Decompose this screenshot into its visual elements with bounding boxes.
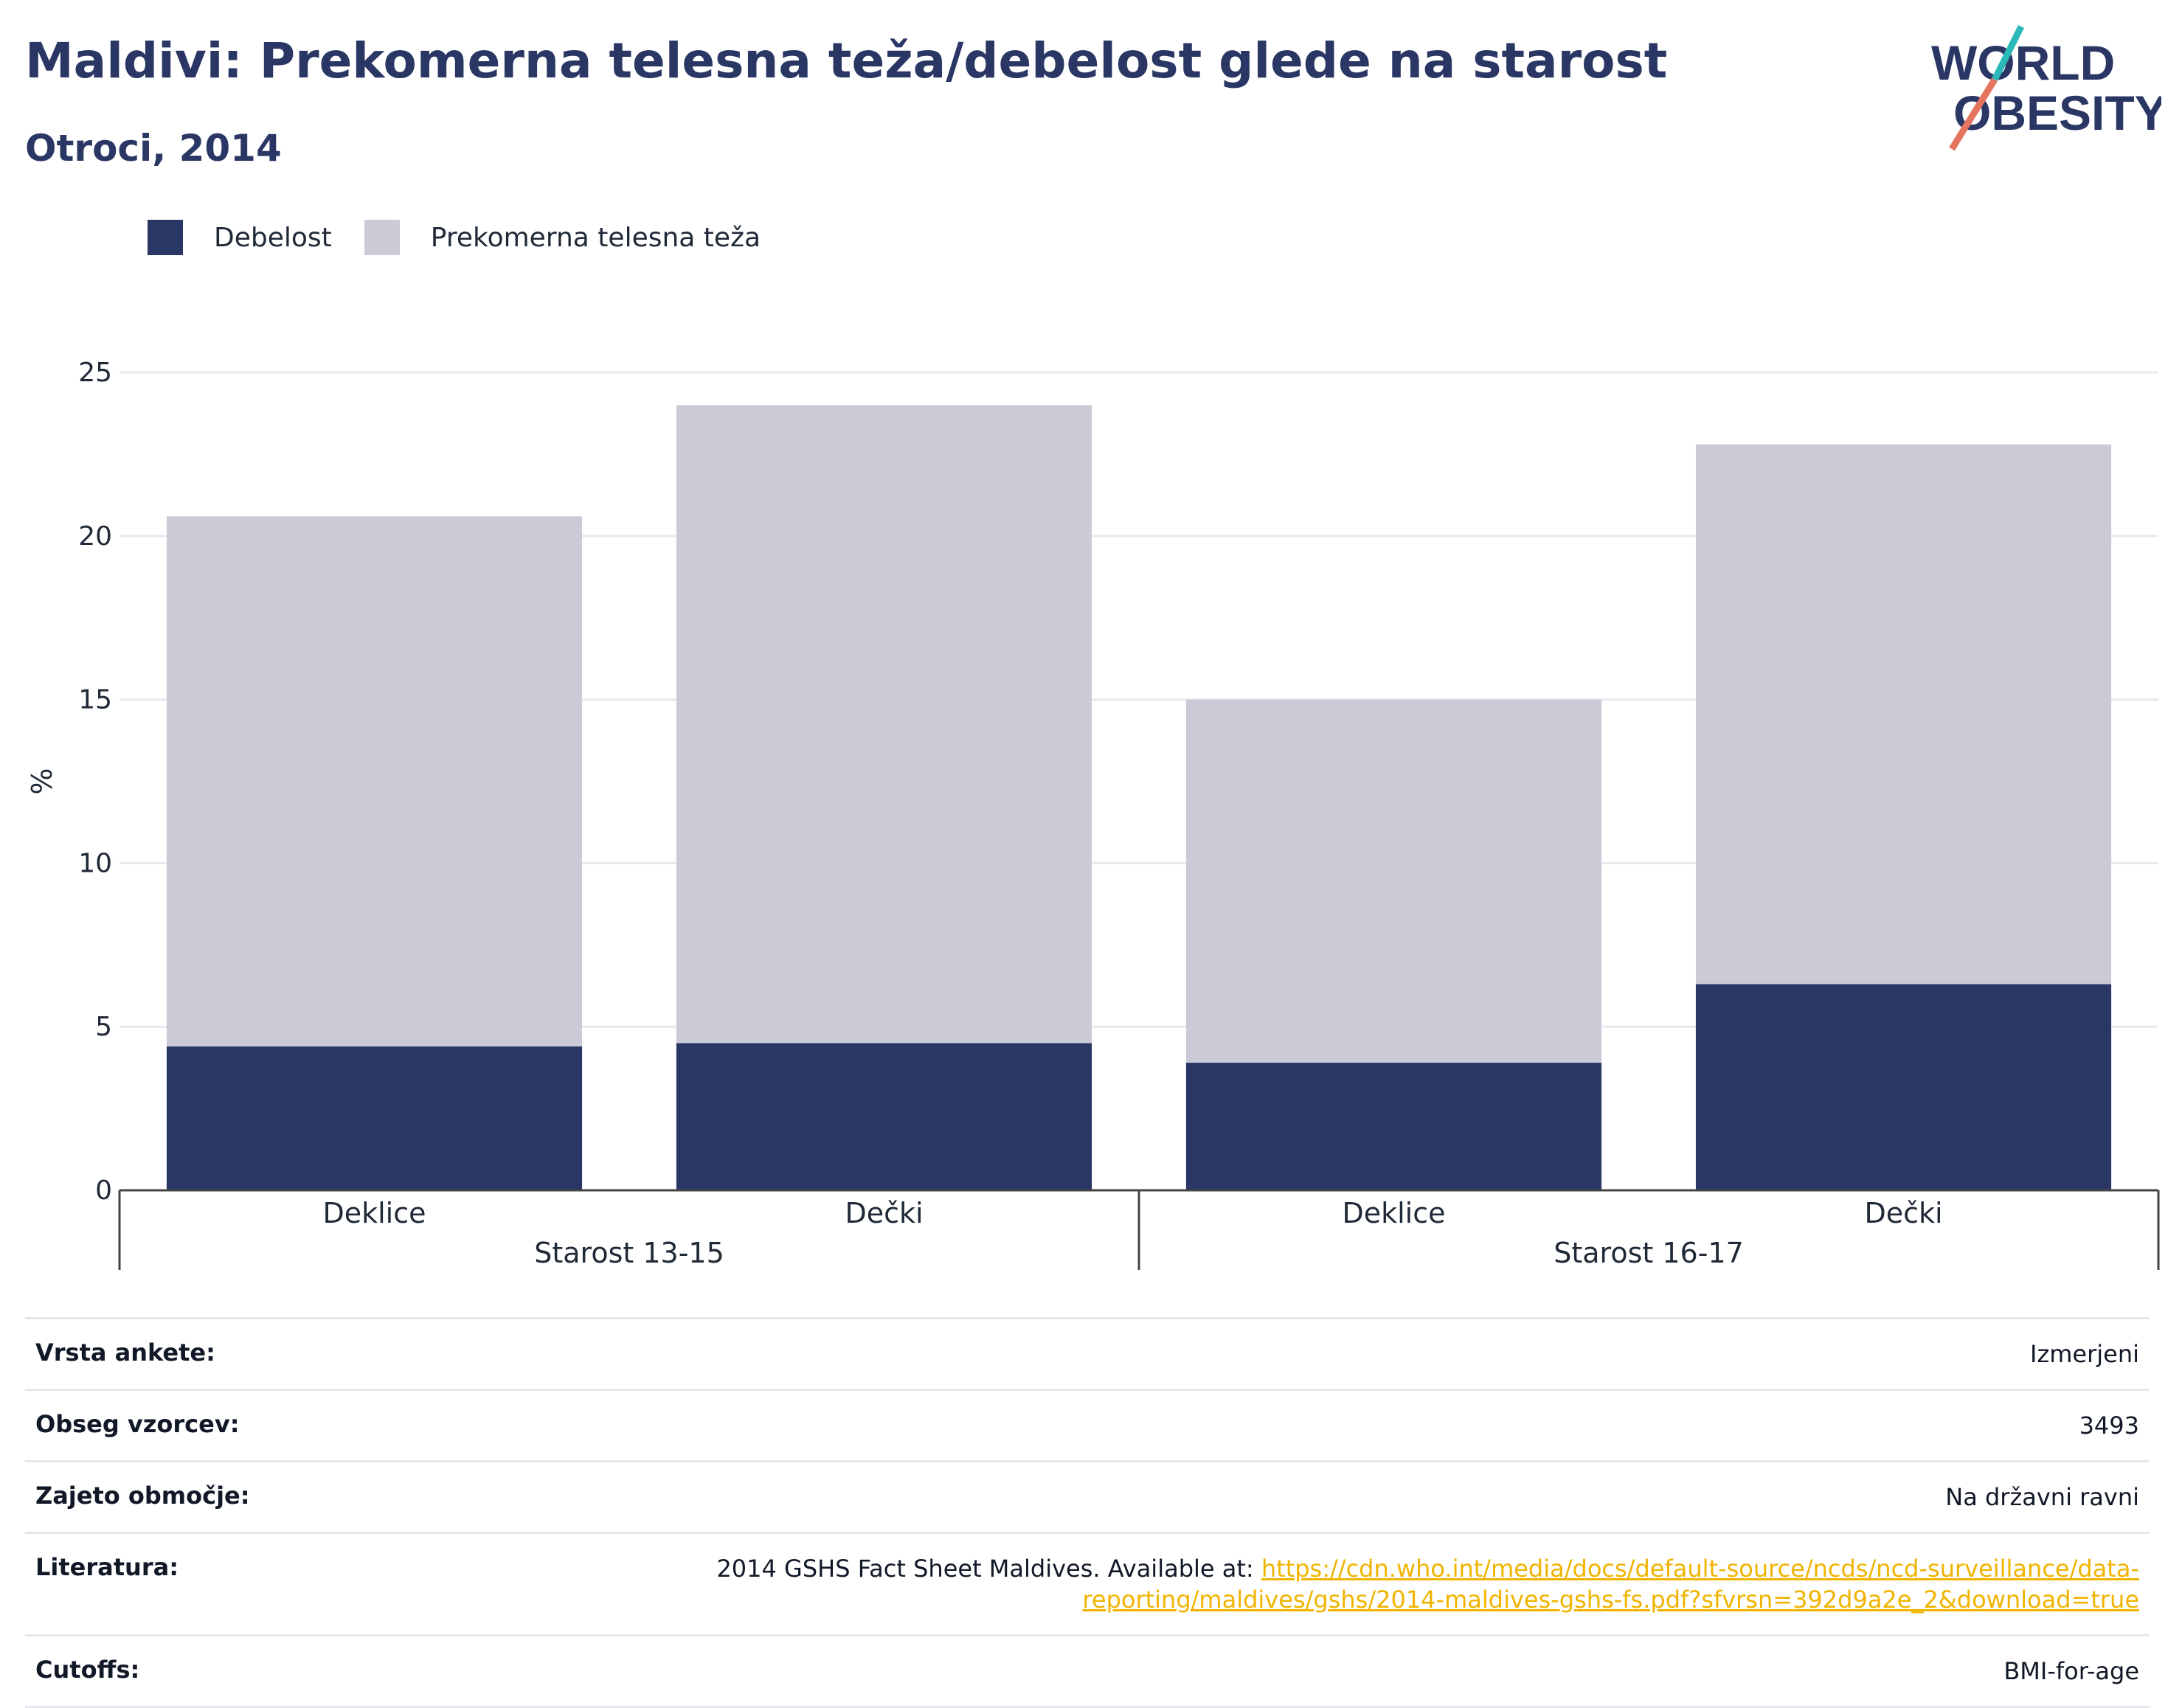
meta-value-sample-size: 3493 — [2079, 1412, 2139, 1440]
meta-label-literature: Literatura: — [35, 1553, 179, 1581]
meta-value-coverage: Na državni ravni — [1945, 1483, 2139, 1511]
bar-overweight — [1185, 699, 1602, 1063]
y-tick-label: 5 — [95, 1012, 112, 1042]
meta-value-cutoffs: BMI-for-age — [2003, 1657, 2139, 1685]
legend-item-overweight: Prekomerna telesna teža — [364, 220, 761, 255]
meta-label-coverage: Zajeto območje: — [35, 1482, 250, 1510]
y-tick-label: 10 — [78, 848, 112, 878]
x-group-label: Starost 16-17 — [1554, 1237, 1744, 1269]
meta-row-coverage: Zajeto območje: Na državni ravni — [25, 1460, 2150, 1532]
legend-swatch-obesity — [148, 220, 183, 255]
x-group-label: Starost 13-15 — [534, 1237, 724, 1269]
meta-label-cutoffs: Cutoffs: — [35, 1656, 140, 1684]
x-tick-label: Dečki — [1864, 1197, 1942, 1229]
y-tick-label: 0 — [95, 1176, 112, 1206]
bar-obesity — [676, 1043, 1092, 1190]
legend-swatch-overweight — [364, 220, 400, 255]
literature-link[interactable]: https://cdn.who.int/media/docs/default-s… — [1082, 1555, 2139, 1614]
bar-overweight — [1695, 444, 2112, 985]
bar-obesity — [1185, 1062, 1602, 1190]
meta-row-literature: Literatura: 2014 GSHS Fact Sheet Maldive… — [25, 1532, 2150, 1634]
literature-text: 2014 GSHS Fact Sheet Maldives. Available… — [716, 1555, 1261, 1583]
metadata-table: Vrsta ankete: Izmerjeni Obseg vzorcev: 3… — [25, 1317, 2150, 1708]
y-axis-title: % — [26, 768, 58, 794]
logo-text-world: WORLD — [1931, 35, 2115, 90]
bar-overweight — [676, 405, 1092, 1044]
x-tick-label: Deklice — [322, 1197, 426, 1229]
legend-item-obesity: Debelost — [148, 220, 332, 255]
meta-label-sample-size: Obseg vzorcev: — [35, 1410, 240, 1438]
y-tick-label: 15 — [78, 685, 112, 715]
x-tick-label: Dečki — [845, 1197, 923, 1229]
stacked-bar-chart: 0 5 10 15 20 25% Deklice Dečki Deklice Dečki Staro… — [26, 358, 2160, 1270]
page-subtitle: Otroci, 2014 — [25, 127, 282, 170]
legend-label-overweight: Prekomerna telesna teža — [430, 222, 761, 253]
world-obesity-logo: WORLD OBESITY — [1931, 24, 2161, 151]
meta-row-sample-size: Obseg vzorcev: 3493 — [25, 1389, 2150, 1460]
chart-legend: Debelost Prekomerna telesna teža — [148, 220, 793, 255]
meta-row-survey-type: Vrsta ankete: Izmerjeni — [25, 1317, 2150, 1389]
y-tick-label: 25 — [78, 358, 112, 388]
bar-overweight — [166, 516, 583, 1046]
meta-label-survey-type: Vrsta ankete: — [35, 1339, 215, 1367]
x-tick-label: Deklice — [1342, 1197, 1445, 1229]
y-tick-label: 20 — [78, 521, 112, 552]
bar-obesity — [166, 1046, 583, 1190]
meta-value-literature: 2014 GSHS Fact Sheet Maldives. Available… — [443, 1553, 2139, 1615]
legend-label-obesity: Debelost — [214, 222, 332, 253]
meta-row-cutoffs: Cutoffs: BMI-for-age — [25, 1634, 2150, 1708]
meta-value-survey-type: Izmerjeni — [2030, 1340, 2139, 1368]
page-title: Maldivi: Prekomerna telesna teža/debelos… — [25, 32, 1668, 89]
bar-obesity — [1695, 984, 2112, 1190]
